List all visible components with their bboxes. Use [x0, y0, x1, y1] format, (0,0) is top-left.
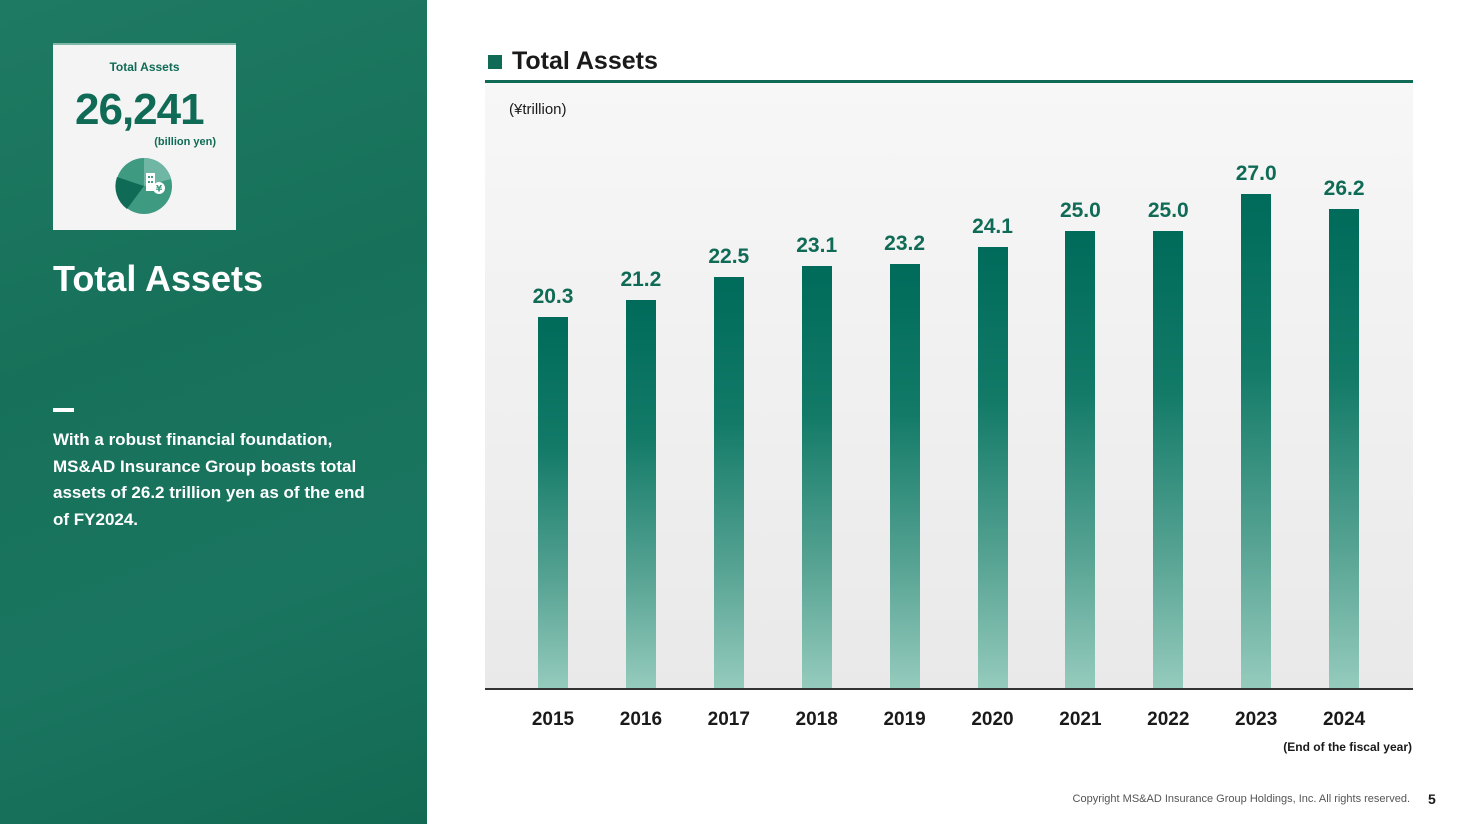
- x-tick-label-2023: 2023: [1235, 709, 1278, 730]
- bar-2024: [1329, 208, 1360, 689]
- bar-2020: [977, 247, 1008, 689]
- x-tick-label-2016: 2016: [619, 709, 663, 730]
- value-label-2019: 23.2: [884, 231, 926, 255]
- value-label-2022: 25.0: [1147, 198, 1189, 222]
- value-label-2020: 24.1: [972, 215, 1013, 239]
- value-label-2023: 27.0: [1235, 162, 1277, 185]
- kpi-value: 26,241: [75, 85, 205, 134]
- unit-label: (¥trillion): [509, 101, 567, 118]
- kpi-card: Total Assets 26,241 (billion yen) ¥: [53, 43, 236, 230]
- left-panel: Total Assets 26,241 (billion yen) ¥ Tota…: [0, 0, 427, 824]
- x-tick-label-2017: 2017: [707, 709, 750, 730]
- x-tick-label-2018: 2018: [795, 709, 838, 730]
- x-tick-label-2020: 2020: [971, 709, 1014, 730]
- kpi-unit: (billion yen): [154, 136, 216, 148]
- value-label-2017: 22.5: [708, 244, 750, 268]
- bar-2017: [713, 276, 744, 689]
- divider-dash: [53, 408, 74, 412]
- title-marker: [488, 55, 502, 69]
- title-rule: [485, 80, 1413, 83]
- x-axis-note: (End of the fiscal year): [1283, 740, 1412, 754]
- value-label-2021: 25.0: [1059, 198, 1101, 222]
- x-axis-baseline: [485, 688, 1413, 690]
- bar-2015: [538, 316, 568, 689]
- x-tick-label-2024: 2024: [1322, 709, 1366, 730]
- svg-text:¥: ¥: [156, 185, 163, 195]
- x-tick-label-2021: 2021: [1059, 709, 1102, 730]
- panel-title: Total Assets: [53, 258, 264, 299]
- chart-title: Total Assets: [512, 47, 658, 75]
- value-label-2016: 21.2: [620, 268, 662, 292]
- bar-2021: [1065, 230, 1096, 689]
- bar-2022: [1153, 230, 1184, 689]
- x-tick-label-2022: 2022: [1147, 709, 1190, 730]
- x-tick-label-2019: 2019: [883, 709, 926, 730]
- pie-chart-building-yen-icon: ¥: [115, 158, 172, 214]
- x-tick-label-2015: 2015: [531, 709, 575, 730]
- value-label-2024: 26.2: [1323, 176, 1365, 200]
- value-label-2015: 20.3: [532, 284, 574, 308]
- panel-description: With a robust financial foundation, MS&A…: [53, 430, 365, 529]
- bar-2018: [801, 265, 832, 689]
- copyright: Copyright MS&AD Insurance Group Holdings…: [1072, 793, 1410, 805]
- value-label-2018: 23.1: [796, 233, 838, 257]
- bar-2019: [889, 263, 920, 689]
- bar-2023: [1241, 194, 1272, 689]
- page-number: 5: [1428, 791, 1436, 807]
- kpi-label: Total Assets: [109, 60, 180, 74]
- bar-2016: [625, 300, 656, 689]
